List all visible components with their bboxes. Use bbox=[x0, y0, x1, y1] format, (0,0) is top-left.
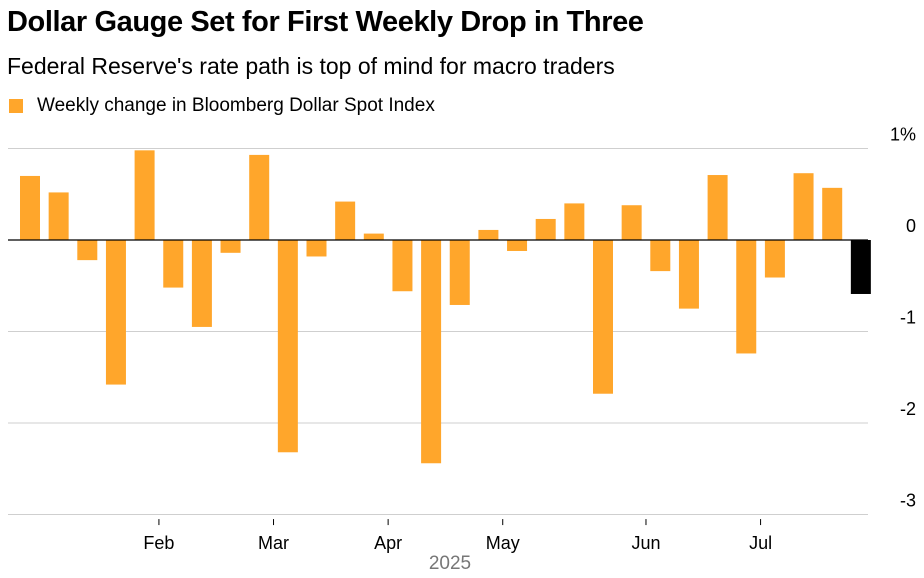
bar bbox=[507, 240, 528, 251]
x-tick-label-3: May bbox=[486, 533, 520, 553]
bar bbox=[449, 240, 470, 305]
y-tick-label-3: -2 bbox=[900, 399, 916, 419]
bar bbox=[48, 192, 69, 240]
chart-subtitle: Federal Reserve's rate path is top of mi… bbox=[7, 53, 615, 79]
chart-title: Dollar Gauge Set for First Weekly Drop i… bbox=[7, 6, 644, 38]
legend-swatch bbox=[9, 99, 23, 113]
year-label: 2025 bbox=[429, 553, 471, 574]
bar bbox=[678, 240, 699, 309]
bar bbox=[20, 175, 40, 240]
bar bbox=[593, 240, 613, 394]
bar bbox=[191, 240, 212, 327]
bar bbox=[764, 240, 785, 278]
bar bbox=[793, 173, 814, 240]
bar bbox=[822, 187, 843, 240]
bar bbox=[335, 201, 356, 240]
bar bbox=[707, 175, 728, 240]
y-tick-label-0: 1% bbox=[890, 125, 916, 145]
bar bbox=[249, 154, 270, 240]
bar bbox=[220, 240, 241, 253]
legend-label: Weekly change in Bloomberg Dollar Spot I… bbox=[37, 95, 435, 116]
bar bbox=[421, 240, 442, 464]
y-tick-label-4: -3 bbox=[900, 491, 916, 511]
bar bbox=[650, 240, 671, 272]
y-tick-label-1: 0 bbox=[906, 216, 916, 236]
x-tick-label-5: Jul bbox=[749, 533, 772, 553]
x-tick-label-2: Apr bbox=[374, 533, 402, 553]
bar bbox=[392, 240, 413, 292]
bar bbox=[478, 229, 499, 240]
bar bbox=[163, 240, 184, 288]
x-tick-label-4: Jun bbox=[631, 533, 660, 553]
x-tick-label-1: Mar bbox=[258, 533, 289, 553]
bar bbox=[105, 240, 126, 385]
bar bbox=[363, 233, 384, 240]
bar bbox=[736, 240, 757, 354]
legend: Weekly change in Bloomberg Dollar Spot I… bbox=[9, 94, 435, 118]
bar bbox=[306, 240, 327, 257]
y-tick-label-2: -1 bbox=[900, 308, 916, 328]
bar bbox=[277, 240, 298, 453]
bar bbox=[621, 205, 642, 240]
bar bbox=[134, 150, 155, 240]
bar bbox=[564, 203, 585, 240]
bar bbox=[77, 240, 98, 261]
bar-latest-week bbox=[850, 240, 871, 294]
x-tick-label-0: Feb bbox=[143, 533, 174, 553]
bar bbox=[535, 218, 556, 240]
